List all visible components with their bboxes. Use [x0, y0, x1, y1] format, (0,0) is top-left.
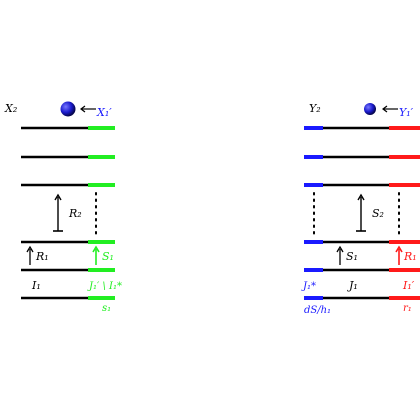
left-r2-arrowhead	[54, 193, 62, 201]
label-i1: I₁	[31, 279, 41, 292]
label-x1-prime: X₁′	[96, 106, 112, 119]
left-diagram: X₂ X₁′ R₂ R₁ S₁ I₁ J₁′ \ I₁* s₁	[4, 101, 122, 314]
label-r1-right: R₁	[403, 250, 417, 263]
left-ball-arrowhead	[80, 105, 86, 113]
label-s1-left: S₁	[102, 250, 114, 263]
label-r1-left: R₁	[35, 250, 49, 263]
right-s1-arrowhead	[336, 245, 344, 253]
label-x2: X₂	[4, 102, 17, 115]
label-s1-bottom: s₁	[102, 303, 111, 314]
label-r2: R₂	[68, 207, 82, 220]
label-i1-prime: I₁′	[402, 279, 415, 292]
label-y2: Y₂	[309, 102, 321, 115]
right-ball-arrowhead	[382, 105, 388, 113]
label-j1-star: J₁*	[301, 281, 316, 292]
right-ball-icon	[364, 103, 376, 115]
label-j1-minus-i1: J₁′ \ I₁*	[87, 281, 122, 292]
label-s1-right: S₁	[346, 250, 358, 263]
left-ball-icon	[60, 101, 76, 117]
right-s2-arrowhead	[357, 193, 365, 201]
left-s1-arrowhead	[92, 245, 100, 253]
label-r1-bottom: r₁	[403, 303, 412, 314]
right-r1-arrowhead	[395, 245, 403, 253]
label-ds-h1: dS/h₁	[304, 305, 331, 316]
right-diagram: Y₂ Y₁′ S₂ S₁ R	[301, 102, 420, 316]
left-r1-arrowhead	[26, 245, 34, 253]
label-j1: J₁	[347, 279, 358, 292]
label-s2: S₂	[372, 207, 384, 220]
label-y1-prime: Y₁′	[399, 106, 414, 119]
